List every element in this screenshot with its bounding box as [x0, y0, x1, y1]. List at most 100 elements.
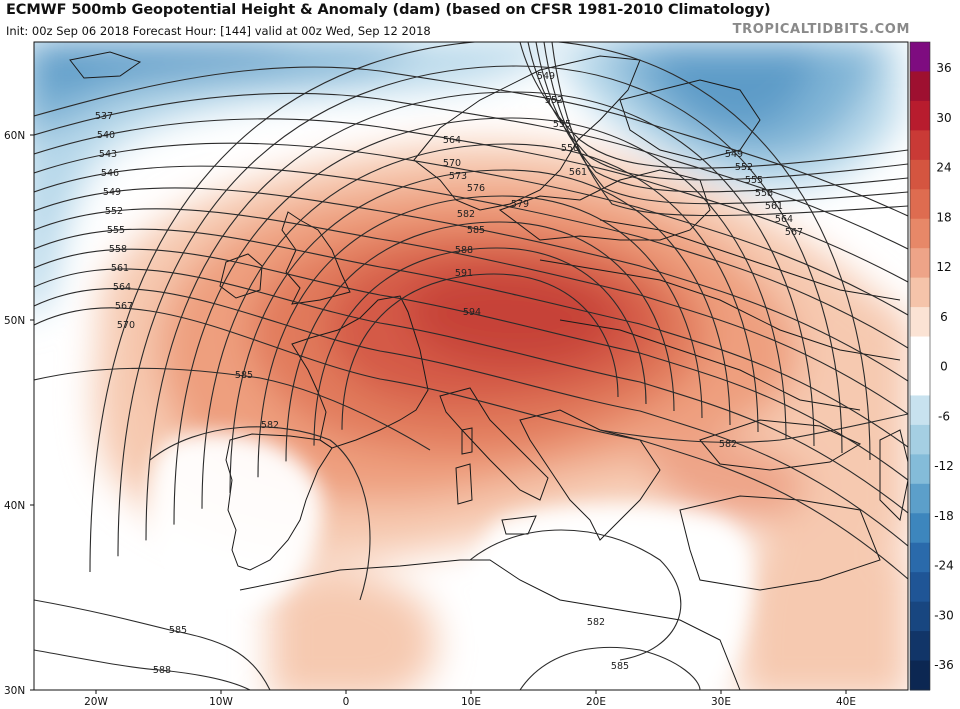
colorbar-label: -12: [934, 459, 954, 473]
contour-label: 555: [107, 225, 125, 236]
colorbar-swatch: [910, 660, 930, 691]
lat-tick-label: 30N: [4, 685, 25, 697]
height-contour: [34, 187, 908, 382]
colorbar-swatch: [910, 601, 930, 632]
france-coast: [291, 295, 429, 449]
contour-label: 588: [153, 665, 171, 676]
height-contour: [89, 42, 871, 573]
height-contour: [34, 118, 908, 283]
height-contour: [34, 287, 908, 547]
colorbar-label: 18: [936, 210, 951, 224]
contour-label: 552: [545, 95, 563, 106]
lon-tick-label: 20E: [586, 696, 606, 708]
contour-label: 573: [449, 171, 467, 182]
lon-tick-label: 10W: [209, 696, 233, 708]
colorbar-swatch: [910, 366, 930, 396]
latitude-axis: 60N 50N 40N 30N: [4, 130, 34, 697]
contour-label: 564: [775, 214, 793, 225]
height-contour: [229, 169, 731, 494]
iceland-coast: [69, 51, 142, 79]
colorbar-swatch: [910, 130, 930, 161]
contour-label: 591: [455, 268, 473, 279]
contour-label: 585: [235, 370, 253, 381]
height-contour: [117, 65, 843, 557]
finland-coast: [619, 79, 761, 161]
colorbar-swatch: [910, 483, 930, 514]
height-contour: [313, 247, 647, 446]
colorbar-label: 12: [936, 260, 951, 274]
contour-labels: 537 540 543 546 549 552 555 558 561 564 567 570 549 5…: [95, 71, 803, 676]
corsica-coast: [461, 427, 473, 455]
lon-tick-label: 0: [343, 696, 350, 708]
lat-tick-label: 60N: [4, 130, 25, 142]
contour-label: 549: [537, 71, 555, 82]
lon-tick-label: 30E: [711, 696, 731, 708]
height-contour: [257, 195, 703, 478]
iberia-coast: [225, 433, 333, 571]
height-contour: [149, 426, 371, 601]
contour-label: 567: [785, 227, 803, 238]
caspian-coast: [879, 429, 908, 522]
contour-label: 552: [105, 206, 123, 217]
lon-tick-label: 40E: [836, 696, 856, 708]
height-contour: [34, 268, 908, 514]
colorbar-frame: [909, 41, 931, 691]
contour-label: 540: [97, 130, 115, 141]
colorbar-swatch: [910, 513, 930, 544]
contour-label: 585: [169, 625, 187, 636]
contour-label: 564: [113, 282, 131, 293]
contour-label: 588: [455, 245, 473, 256]
colorbar-swatch: [910, 159, 930, 190]
height-contour: [173, 117, 787, 525]
contour-label: 561: [765, 201, 783, 212]
height-contour: [519, 42, 908, 169]
anomaly-shading: [34, 42, 908, 690]
height-contour: [34, 208, 908, 415]
colorbar-label: -24: [934, 559, 954, 573]
height-contour: [34, 228, 908, 448]
contour-label: 564: [443, 135, 461, 146]
height-contour: [34, 599, 271, 690]
contour-label: 570: [443, 158, 461, 169]
contour-label: 555: [553, 119, 571, 130]
colorbar-swatch: [910, 336, 930, 367]
ireland-coast: [219, 253, 263, 299]
height-contour: [535, 42, 908, 193]
north-africa-coast: [239, 559, 741, 690]
lat-tick-label: 40N: [4, 500, 25, 512]
colorbar-swatch: [910, 218, 930, 249]
colorbar-label: -36: [934, 658, 954, 672]
colorbar: 36 30 24 18 12 6 0 -6 -12 -18 -24 -30 -36: [909, 41, 954, 691]
coastlines: [69, 51, 908, 690]
turkey-coast: [679, 495, 881, 591]
height-contour: [469, 529, 682, 661]
contour-label: 585: [611, 661, 629, 672]
contour-label: 561: [111, 263, 129, 274]
scandinavia-coast: [413, 55, 641, 211]
contour-label: 549: [103, 187, 121, 198]
contour-label: 549: [725, 149, 743, 160]
contour-label: 579: [511, 199, 529, 210]
colorbar-swatch: [910, 100, 930, 131]
italy-coast: [439, 387, 549, 501]
lon-tick-label: 20W: [84, 696, 108, 708]
height-contour: [145, 91, 815, 541]
contour-label: 594: [463, 307, 481, 318]
contour-label: 561: [569, 167, 587, 178]
colorbar-swatch: [910, 248, 930, 279]
height-contour: [285, 221, 675, 462]
contour-label: 567: [115, 301, 133, 312]
height-contour: [543, 42, 908, 205]
height-contour: [34, 367, 431, 451]
colorbar-label: 0: [940, 360, 948, 374]
longitude-axis: 20W 10W 0 10E 20E 30E 40E: [84, 690, 856, 708]
map-title: ECMWF 500mb Geopotential Height & Anomal…: [6, 2, 771, 18]
colorbar-swatch: [910, 71, 930, 102]
contour-label: 570: [117, 320, 135, 331]
contour-label: 582: [587, 617, 605, 628]
height-contour: [551, 42, 908, 217]
contour-label: 585: [467, 225, 485, 236]
height-contour: [599, 413, 908, 443]
height-contours: [34, 42, 908, 690]
